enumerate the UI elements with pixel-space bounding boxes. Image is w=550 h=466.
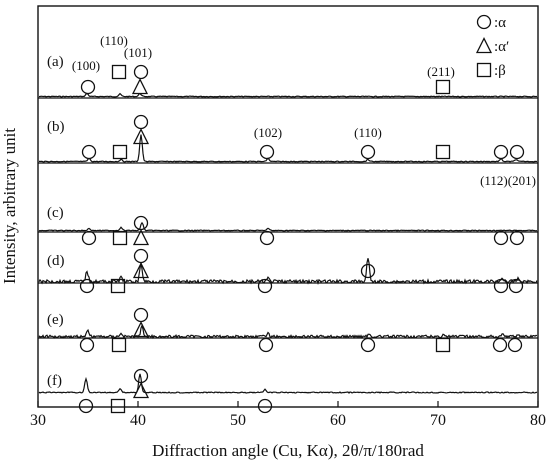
square-marker	[435, 144, 451, 160]
circle-marker	[133, 248, 149, 264]
circle-marker	[257, 398, 273, 414]
x-tick-label: 40	[130, 412, 146, 429]
trace-line	[38, 134, 538, 163]
circle-marker	[509, 230, 525, 246]
circle-marker	[80, 79, 96, 95]
square-marker	[110, 278, 126, 294]
x-ticks: 30 40 50 60 70 80	[30, 401, 546, 429]
circle-marker	[78, 398, 94, 414]
legend-label: :α′	[494, 39, 509, 55]
circle-marker	[509, 144, 525, 160]
x-tick-label: 30	[30, 412, 46, 429]
panel-label: (f)	[47, 373, 62, 389]
peak-label: (100)	[72, 58, 100, 73]
triangle-marker	[132, 229, 150, 246]
x-tick-label: 80	[530, 412, 546, 429]
trace-line	[38, 221, 538, 232]
peak-label: (211)	[427, 64, 455, 79]
x-tick-label: 70	[430, 412, 446, 429]
triangle-marker	[132, 321, 150, 338]
legend-square-icon	[476, 62, 492, 78]
circle-marker	[259, 144, 275, 160]
circle-marker	[258, 337, 274, 353]
panel-label: (c)	[47, 205, 64, 221]
square-marker	[435, 79, 451, 95]
circle-marker	[508, 278, 524, 294]
circle-marker	[133, 64, 149, 80]
circle-marker	[257, 278, 273, 294]
square-marker	[112, 144, 128, 160]
legend-circle-icon	[476, 14, 492, 30]
panel-label: (d)	[47, 253, 65, 269]
circle-marker	[507, 337, 523, 353]
circle-marker	[360, 263, 376, 279]
circle-marker	[492, 337, 508, 353]
trace-line	[38, 373, 538, 394]
legend-label: :α	[494, 15, 506, 31]
x-axis-label: Diffraction angle (Cu, Kα), 2θ/π/180rad	[152, 441, 424, 460]
triangle-marker	[132, 128, 150, 145]
panel-label: (e)	[47, 312, 64, 328]
circle-marker	[360, 337, 376, 353]
x-tick-label: 50	[230, 412, 246, 429]
circle-marker	[493, 278, 509, 294]
circle-marker	[79, 337, 95, 353]
traces	[38, 92, 538, 394]
trace-line	[38, 258, 538, 285]
phase-markers	[78, 64, 525, 414]
legend: :α :α′ :β	[475, 14, 509, 79]
circle-marker	[81, 230, 97, 246]
square-marker	[110, 398, 126, 414]
square-marker	[435, 337, 451, 353]
peak-label: (110)	[100, 33, 128, 48]
square-marker	[111, 337, 127, 353]
circle-marker	[81, 144, 97, 160]
circle-marker	[259, 230, 275, 246]
legend-label: :β	[494, 63, 506, 79]
y-axis-label: Intensity, arbitrary unit	[0, 128, 19, 284]
square-marker	[111, 64, 127, 80]
trace-line	[38, 92, 538, 98]
plot-frame	[37, 5, 539, 408]
trace-line	[38, 323, 538, 340]
peak-label: (112)(201)	[480, 173, 536, 188]
circle-marker	[493, 144, 509, 160]
panel-label: (a)	[47, 54, 64, 70]
circle-marker	[360, 144, 376, 160]
peak-label: (110)	[354, 125, 382, 140]
panel-separators	[38, 97, 538, 339]
triangle-marker	[131, 78, 149, 95]
legend-triangle-icon	[475, 37, 493, 54]
triangle-marker	[132, 262, 150, 279]
circle-marker	[493, 230, 509, 246]
square-marker	[112, 230, 128, 246]
peak-label: (101)	[124, 45, 152, 60]
peak-label: (102)	[254, 125, 282, 140]
circle-marker	[133, 307, 149, 323]
x-tick-label: 60	[330, 412, 346, 429]
circle-marker	[133, 368, 149, 384]
circle-marker	[133, 114, 149, 130]
peak-labels: (100)(110)(101)(211)(102) (110)(112)(201)	[72, 33, 536, 188]
circle-marker	[79, 278, 95, 294]
triangle-marker	[132, 382, 150, 399]
panel-label: (b)	[47, 119, 65, 135]
panel-labels: (a) (b) (c) (d) (e) (f)	[47, 54, 65, 389]
circle-marker	[133, 215, 149, 231]
